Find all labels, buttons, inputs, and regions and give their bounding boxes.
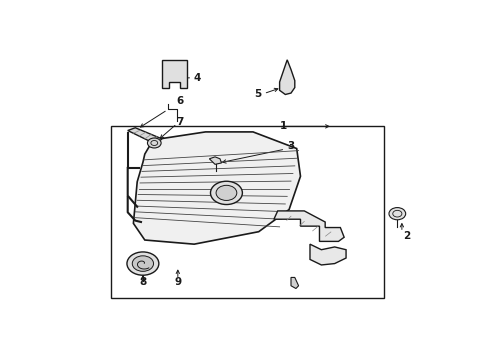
- Polygon shape: [291, 278, 298, 288]
- Text: 8: 8: [139, 276, 147, 287]
- Bar: [111, 126, 384, 298]
- Text: 7: 7: [176, 117, 183, 127]
- Text: 6: 6: [176, 96, 183, 107]
- Polygon shape: [209, 157, 221, 164]
- Text: 3: 3: [287, 141, 294, 151]
- Polygon shape: [280, 60, 295, 94]
- Text: 4: 4: [194, 73, 201, 83]
- Circle shape: [216, 185, 237, 201]
- Circle shape: [389, 208, 406, 220]
- Text: 1: 1: [280, 121, 287, 131]
- Polygon shape: [133, 132, 300, 244]
- Polygon shape: [162, 60, 187, 87]
- Polygon shape: [128, 128, 162, 144]
- Text: 9: 9: [174, 276, 181, 287]
- Text: 5: 5: [254, 89, 262, 99]
- Circle shape: [127, 252, 159, 275]
- Circle shape: [132, 256, 153, 271]
- Circle shape: [147, 138, 161, 148]
- Circle shape: [211, 181, 243, 204]
- Polygon shape: [310, 244, 346, 265]
- Polygon shape: [274, 211, 344, 242]
- Text: 2: 2: [403, 231, 410, 241]
